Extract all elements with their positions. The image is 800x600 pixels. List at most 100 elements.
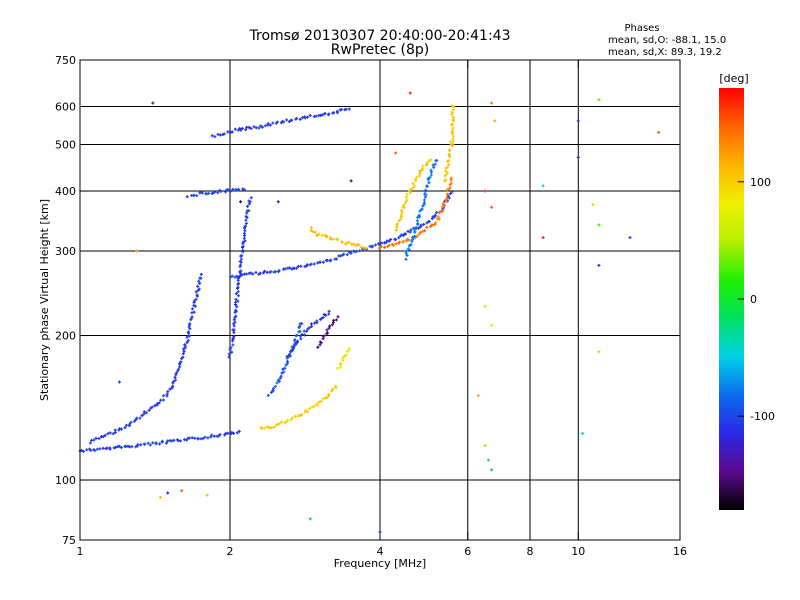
data-point bbox=[194, 297, 198, 301]
data-point bbox=[285, 360, 289, 364]
data-point bbox=[222, 132, 226, 136]
data-point bbox=[284, 363, 288, 367]
data-point bbox=[172, 379, 176, 383]
data-point bbox=[327, 309, 331, 313]
data-point bbox=[260, 427, 264, 431]
data-point bbox=[394, 242, 398, 246]
data-point bbox=[402, 239, 406, 243]
data-point bbox=[195, 293, 199, 297]
data-point bbox=[345, 253, 349, 257]
data-point bbox=[198, 281, 202, 285]
data-point bbox=[287, 352, 291, 356]
data-point bbox=[435, 210, 439, 214]
data-point bbox=[427, 181, 431, 185]
data-point bbox=[358, 249, 362, 253]
data-point bbox=[164, 441, 168, 445]
data-point bbox=[377, 242, 381, 246]
data-point bbox=[254, 270, 258, 274]
data-point bbox=[327, 326, 331, 330]
data-point bbox=[192, 299, 196, 303]
data-point bbox=[244, 214, 248, 218]
data-point bbox=[328, 237, 332, 241]
data-point bbox=[94, 436, 98, 440]
data-point bbox=[657, 130, 661, 134]
y-tick-label: 300 bbox=[55, 245, 76, 258]
stats-line-x: mean, sd,X: 89.3, 19.2 bbox=[608, 47, 722, 58]
data-point bbox=[89, 448, 93, 452]
data-point bbox=[207, 191, 211, 195]
data-point bbox=[245, 221, 249, 225]
data-point bbox=[132, 419, 136, 423]
data-point bbox=[247, 202, 251, 206]
data-point bbox=[321, 316, 325, 320]
data-point bbox=[445, 196, 449, 200]
data-point bbox=[415, 219, 419, 223]
data-point bbox=[320, 233, 324, 237]
data-point bbox=[402, 203, 406, 207]
data-point bbox=[238, 260, 242, 264]
data-point bbox=[334, 318, 338, 322]
data-point bbox=[628, 236, 632, 240]
data-point bbox=[229, 275, 233, 279]
data-point bbox=[231, 187, 235, 191]
data-point bbox=[327, 112, 331, 116]
data-point bbox=[423, 192, 427, 196]
data-point bbox=[241, 240, 245, 244]
data-point bbox=[483, 189, 487, 193]
data-point bbox=[276, 200, 280, 204]
data-point bbox=[404, 257, 408, 261]
data-point bbox=[409, 243, 413, 247]
data-point bbox=[436, 215, 440, 219]
data-point bbox=[417, 174, 421, 178]
data-point bbox=[425, 184, 429, 188]
x-tick-label: 4 bbox=[377, 545, 384, 558]
data-point bbox=[307, 326, 311, 330]
data-point bbox=[410, 239, 414, 243]
data-point bbox=[450, 122, 454, 126]
data-point bbox=[412, 184, 416, 188]
data-point bbox=[541, 184, 545, 188]
data-point bbox=[272, 387, 276, 391]
y-tick-label: 600 bbox=[55, 101, 76, 114]
data-point bbox=[284, 420, 288, 424]
data-point bbox=[194, 290, 198, 294]
data-point bbox=[397, 236, 401, 240]
data-point bbox=[182, 347, 186, 351]
data-point bbox=[347, 250, 351, 254]
data-point bbox=[113, 428, 117, 432]
data-point bbox=[413, 234, 417, 238]
colorbar-ticks: 100 0 -100 bbox=[738, 176, 775, 423]
data-point bbox=[232, 334, 236, 338]
data-point bbox=[161, 398, 165, 402]
data-point bbox=[448, 140, 452, 144]
data-point bbox=[262, 426, 266, 430]
y-tick-label: 400 bbox=[55, 185, 76, 198]
data-point bbox=[239, 200, 243, 204]
data-point bbox=[387, 239, 391, 243]
data-point bbox=[185, 335, 189, 339]
data-point bbox=[205, 493, 209, 497]
data-point bbox=[190, 315, 194, 319]
data-point bbox=[187, 436, 191, 440]
data-point bbox=[232, 431, 236, 435]
data-point bbox=[181, 352, 185, 356]
data-point bbox=[185, 438, 189, 442]
data-point bbox=[404, 249, 408, 253]
data-point bbox=[313, 230, 317, 234]
data-point bbox=[541, 236, 545, 240]
data-point bbox=[231, 328, 235, 332]
data-points bbox=[78, 91, 661, 534]
data-point bbox=[316, 403, 320, 407]
data-point bbox=[293, 414, 297, 418]
chart-title: Tromsø 20130307 20:40:00-20:41:43 bbox=[249, 28, 511, 44]
y-tick-label: 750 bbox=[55, 54, 76, 67]
data-point bbox=[394, 151, 398, 155]
data-point bbox=[444, 198, 448, 202]
data-point bbox=[451, 137, 455, 141]
x-tick-label: 8 bbox=[527, 545, 534, 558]
data-point bbox=[597, 350, 601, 354]
data-point bbox=[331, 237, 335, 241]
data-point bbox=[227, 352, 231, 356]
data-point bbox=[119, 427, 123, 431]
data-point bbox=[408, 91, 412, 95]
